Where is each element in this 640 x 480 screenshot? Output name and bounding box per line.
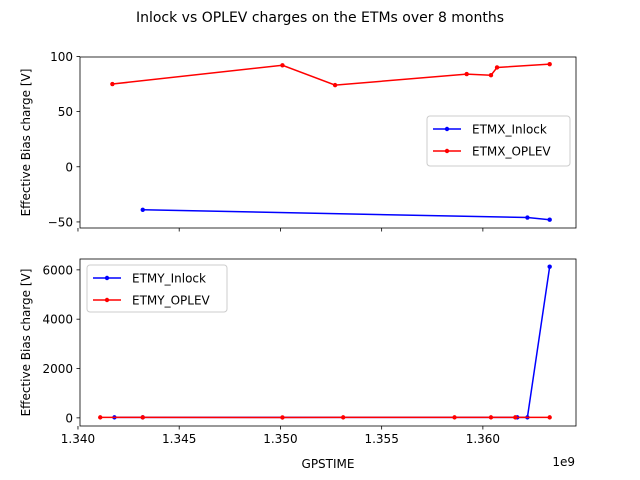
x-tick-label: 1.345 (162, 432, 196, 446)
y-tick-label: 0 (65, 160, 73, 174)
x-tick-label: 1.355 (364, 432, 398, 446)
y-tick-label: 4000 (42, 313, 73, 327)
chart-title: Inlock vs OPLEV charges on the ETMs over… (136, 10, 504, 26)
legend: ETMY_Inlock ETMY_OPLEV (86, 264, 228, 313)
data-point (98, 415, 103, 420)
y-tick-label: 50 (58, 105, 73, 119)
series-line-etmx-inlock (142, 209, 550, 221)
data-point (488, 415, 494, 420)
data-point (547, 217, 552, 222)
legend-entry-label: ETMY_Inlock (132, 272, 206, 286)
legend-entry-label: ETMX_Inlock (472, 123, 547, 137)
plot-frame (79, 258, 577, 427)
data-point (464, 71, 469, 77)
y-tick-label: 0 (65, 411, 73, 425)
legend-marker (104, 275, 110, 281)
x-tick-label: 1.340 (61, 432, 95, 446)
data-point (140, 415, 145, 420)
data-point (494, 65, 500, 70)
series-line-etmx-oplev (112, 63, 550, 86)
data-point (280, 63, 285, 68)
data-point (547, 264, 552, 269)
legend-box (86, 264, 228, 313)
x-axis-label: GPSTIME (302, 457, 355, 471)
legend-marker (444, 148, 450, 154)
plot-frame (79, 56, 577, 229)
y-tick-label: −50 (48, 215, 73, 229)
x-tick-label: 1.360 (466, 432, 500, 446)
data-point (513, 415, 518, 420)
data-point (547, 415, 552, 420)
data-point (340, 415, 346, 420)
subplot-bottom: 0 2000 4000 6000 1.340 1.345 1.350 1.355 1.360 Ef… (19, 258, 577, 446)
data-point (140, 207, 145, 212)
y-axis-label: Effective Bias charge [V] (19, 69, 33, 217)
legend-box (426, 115, 571, 167)
data-point (488, 73, 494, 78)
y-tick-label: 100 (50, 50, 73, 64)
data-point (547, 61, 552, 67)
data-point (452, 415, 457, 420)
y-tick-label: 6000 (42, 263, 73, 277)
legend-marker (444, 126, 450, 132)
y-tick-label: 2000 (42, 362, 73, 376)
legend-entry-label: ETMY_OPLEV (132, 294, 211, 308)
data-point (332, 82, 338, 88)
legend: ETMX_Inlock ETMX_OPLEV (426, 115, 571, 167)
data-point (110, 81, 115, 87)
x-tick-label: 1.350 (263, 432, 297, 446)
y-axis-label: Effective Bias charge [V] (19, 269, 33, 417)
legend-marker (104, 297, 110, 303)
x-axis-offset-label: 1e9 (552, 455, 575, 469)
legend-entry-label: ETMX_OPLEV (472, 145, 551, 159)
data-point (525, 215, 530, 220)
subplot-top: −50 0 50 100 Effective Bias charge [V] ETMX_I… (19, 50, 577, 232)
data-point (280, 415, 285, 420)
